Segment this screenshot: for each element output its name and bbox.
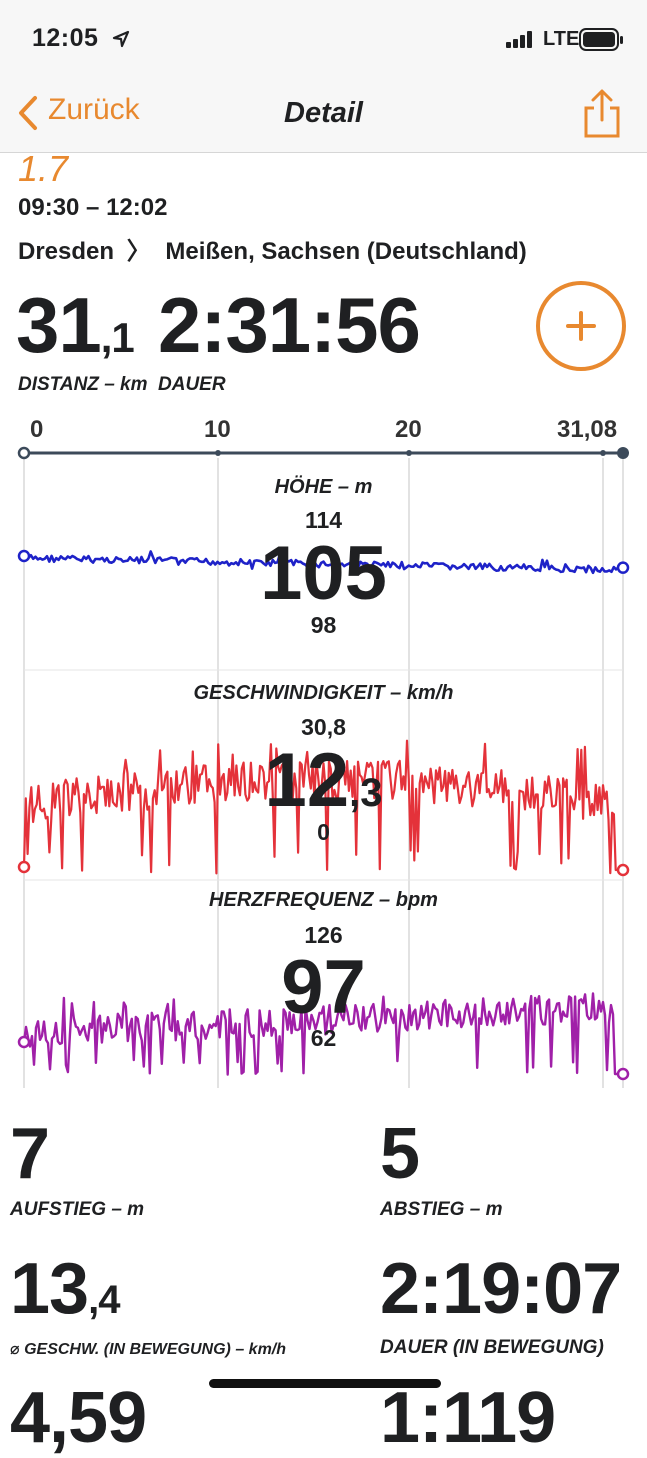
axis-tick-label: 20 [395,416,422,443]
speed-min: 0 [317,819,330,845]
axis-tick-marker [600,450,606,456]
axis-tick-label: 0 [30,416,44,443]
share-icon[interactable] [582,88,622,140]
axis-tick-label: 31,08 [557,416,618,443]
descent-label: ABSTIEG – m [380,1199,503,1220]
next-stat-left: 4,59 [10,1378,147,1458]
page-title: Detail [284,97,363,129]
location-arrow-icon [112,30,130,48]
duration-label: DAUER [158,374,226,395]
descent-value: 5 [380,1114,420,1194]
heart-current: 97 [281,945,366,1030]
home-indicator [209,1379,441,1388]
elevation-min: 98 [310,612,337,638]
elevation-chart [17,549,630,575]
heart-rate-chart [17,992,630,1081]
elevation-current: 105 [260,531,387,616]
speed-max: 30,8 [301,714,346,740]
status-time: 12:05 [32,24,99,52]
battery-icon [579,28,623,51]
elevation-chart-title: HÖHE – m [274,476,373,498]
ascent-label: AUFSTIEG – m [10,1199,145,1220]
elevation-line [23,550,624,575]
axis-tick-marker [215,450,221,456]
duration-value: 2:31:56 [158,281,421,369]
ascent-value: 7 [10,1114,50,1194]
heart-chart-title: HERZFREQUENZ – bpm [209,889,438,911]
route-arrow-icon: 〉 [126,238,151,265]
signal-icon [506,31,532,48]
heart-rate-end-marker [616,1067,630,1081]
avg-speed-value: 13,4 [10,1249,120,1329]
add-button[interactable] [535,280,629,374]
time-range: 09:30 – 12:02 [18,194,168,221]
speed-chart-title: GESCHWINDIGKEIT – km/h [193,682,454,704]
heart-rate-start-marker [17,1035,31,1049]
route-from: Dresden [18,238,115,265]
plus-icon [566,311,596,341]
axis-start-marker [17,446,31,460]
back-button-label[interactable]: Zurück [48,93,140,126]
axis-tick-marker [406,450,412,456]
distance-label: DISTANZ – km [18,374,148,395]
moving-duration-value: 2:19:07 [380,1249,622,1329]
moving-duration-label: DAUER (IN BEWEGUNG) [380,1337,604,1358]
speed-chart [17,739,630,877]
next-stat-right: 1:119 [380,1378,556,1458]
elevation-max: 114 [304,507,343,533]
network-type: LTE [543,28,580,50]
speed-start-marker [17,860,31,874]
route: Dresden 〉 Meißen, Sachsen (Deutschland) [18,231,527,266]
activity-number: 1.7 [18,148,69,189]
chevron-left-icon [19,96,37,130]
navigation-bar [0,78,647,153]
heart-min: 62 [310,1025,337,1051]
axis-tick-label: 10 [204,416,231,443]
elevation-start-marker [17,549,31,563]
speed-line [22,739,623,875]
heart-max: 126 [304,922,343,948]
elevation-end-marker [616,561,630,574]
heart-rate-line [22,992,623,1076]
status-bar [0,0,647,78]
speed-end-marker [616,863,630,877]
speed-current: 12,3 [264,738,383,823]
distance-value: 31,1 [16,281,135,369]
route-to: Meißen, Sachsen (Deutschland) [165,238,527,265]
back-button[interactable] [12,90,142,134]
axis-end-marker [617,447,629,459]
avg-speed-label: ⌀ GESCHW. (IN BEWEGUNG) – km/h [10,1341,287,1358]
